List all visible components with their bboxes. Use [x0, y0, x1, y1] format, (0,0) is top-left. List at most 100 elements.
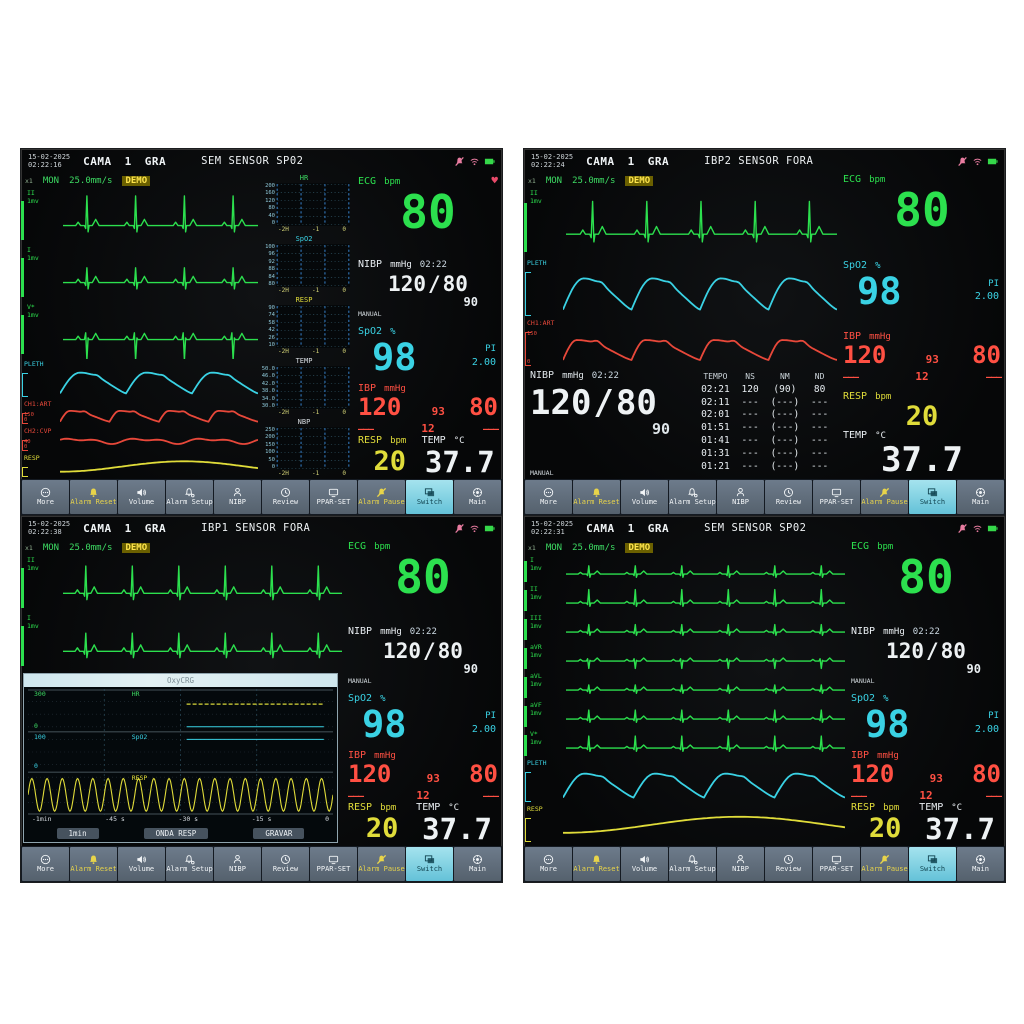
- toolbar-button-more[interactable]: More: [525, 480, 572, 514]
- nibp-numeric-block[interactable]: NIBP mmHg 02:22 120/80 90 MANUAL: [524, 368, 698, 479]
- ecg-wave-row: aVR 1mv: [524, 642, 845, 671]
- toolbar-button-alarm-pause[interactable]: Alarm Pause: [358, 480, 405, 514]
- switch-icon: [927, 854, 938, 865]
- toolbar-button-nibp[interactable]: NIBP: [717, 847, 764, 881]
- toolbar-button-review[interactable]: Review: [262, 847, 309, 881]
- toolbar-button-switch[interactable]: Switch: [406, 480, 453, 514]
- toolbar-button-main[interactable]: Main: [957, 847, 1004, 881]
- toolbar-button-more[interactable]: More: [22, 847, 69, 881]
- resp-numeric-block[interactable]: RESP bpm 20: [843, 391, 1001, 430]
- pleth-waveform: [563, 772, 845, 799]
- toolbar-button-volume[interactable]: Volume: [118, 847, 165, 881]
- resp-temp-block[interactable]: RESP bpm TEMP °C 20 37.7: [851, 802, 1001, 844]
- alarm-setup-icon: [184, 487, 195, 498]
- ecg-numeric-block[interactable]: ECG bpm 80: [843, 174, 1001, 260]
- toolbar-button-alarm-pause[interactable]: Alarm Pause: [861, 480, 908, 514]
- datetime: 15-02-2025 02:22:24: [531, 153, 573, 170]
- trend-chart-nbp: NBP 250 200 150 100 50 0 -2H -1 0: [258, 418, 350, 479]
- oxycrg-record-button[interactable]: GRAVAR: [253, 828, 305, 839]
- alarm-setup-icon: [184, 854, 195, 865]
- alarm-off-icon: [957, 523, 968, 534]
- toolbar-button-more[interactable]: More: [22, 480, 69, 514]
- ecg-numeric-block[interactable]: ECG bpm ♥ 80: [358, 174, 498, 239]
- toolbar-button-volume[interactable]: Volume: [621, 480, 668, 514]
- more-icon: [40, 854, 51, 865]
- header-icons: [454, 523, 495, 534]
- toolbar-button-label: Switch: [919, 865, 946, 874]
- ibp-sys: 120: [348, 760, 392, 788]
- toolbar-button-alarm-setup[interactable]: Alarm Setup: [669, 847, 716, 881]
- monitor-panel-2: 15-02-2025 02:22:24 CAMA 1 GRA IBP2 SENS…: [523, 148, 1006, 516]
- toolbar-button-main[interactable]: Main: [454, 847, 501, 881]
- demo-badge: DEMO: [625, 175, 654, 186]
- pi-block: PI 2.00: [471, 710, 496, 735]
- ibp-numeric-block[interactable]: IBP mmHg 120 93 80 ——— 12 ———: [843, 331, 1002, 384]
- toolbar-button-review[interactable]: Review: [765, 480, 812, 514]
- toolbar-button-switch[interactable]: Switch: [909, 847, 956, 881]
- toolbar-button-label: PPAR-SET: [316, 865, 351, 874]
- volume-icon: [136, 487, 147, 498]
- spo2-numeric-block[interactable]: SpO2% 98 PI 2.00: [843, 260, 999, 314]
- toolbar-button-ppar-set[interactable]: PPAR-SET: [310, 480, 357, 514]
- oxycrg-interval-button[interactable]: 1min: [56, 828, 99, 839]
- resp-value: 20: [905, 401, 939, 432]
- spo2-numeric-block[interactable]: SpO2% 98 PI 2.00: [358, 325, 496, 379]
- resp-temp-block[interactable]: RESP bpm TEMP °C 20 37.7: [348, 802, 498, 844]
- resp-waveform: [60, 460, 258, 473]
- toolbar-button-main[interactable]: Main: [454, 480, 501, 514]
- oxycrg-wave-select-button[interactable]: ONDA RESP: [143, 828, 209, 839]
- oxycrg-title: OxyCRG: [24, 674, 337, 687]
- spo2-numeric-block[interactable]: SpO2% 98 PI 2.00: [851, 692, 999, 746]
- spo2-numeric-block[interactable]: SpO2% 98 PI 2.00: [348, 692, 496, 746]
- nibp-numeric-block[interactable]: NIBP mmHg 02:22 120/80 90 MANUAL: [348, 626, 498, 693]
- volume-icon: [639, 854, 650, 865]
- nibp-value: 120/80: [388, 272, 468, 297]
- hr-value: 80: [395, 550, 451, 604]
- ibp-numeric-block[interactable]: IBP mmHg 120 93 80 ——— 12 ———: [358, 383, 499, 435]
- nibp-icon: [735, 854, 746, 865]
- main-icon: [975, 487, 986, 498]
- nibp-numeric-block[interactable]: NIBP mmHg 02:22 120/80 90 MANUAL: [358, 259, 498, 326]
- ecg-numeric-block[interactable]: ECG bpm 80: [851, 541, 1001, 626]
- temp-numeric-block[interactable]: TEMP °C 37.7: [843, 430, 1001, 477]
- datetime: 15-02-2025 02:22:16: [28, 153, 70, 170]
- toolbar-button-alarm-reset[interactable]: Alarm Reset: [70, 480, 117, 514]
- toolbar-button-alarm-setup[interactable]: Alarm Setup: [166, 847, 213, 881]
- ibp-numeric-block[interactable]: IBP mmHg 120 93 80 ——— 12 ———: [348, 750, 499, 802]
- toolbar-button-alarm-pause[interactable]: Alarm Pause: [861, 847, 908, 881]
- toolbar-button-alarm-reset[interactable]: Alarm Reset: [70, 847, 117, 881]
- toolbar: More Alarm Reset Volume Alarm Setup NIBP Revi…: [524, 479, 1005, 515]
- toolbar-button-volume[interactable]: Volume: [118, 480, 165, 514]
- resp-temp-block[interactable]: RESP bpm TEMP °C 20 37.7: [358, 435, 498, 477]
- ecg-waveform: [63, 632, 342, 659]
- toolbar-button-nibp[interactable]: NIBP: [214, 847, 261, 881]
- nibp-mode: MANUAL: [851, 677, 875, 686]
- toolbar-button-nibp[interactable]: NIBP: [717, 480, 764, 514]
- toolbar-button-alarm-reset[interactable]: Alarm Reset: [573, 480, 620, 514]
- status-message: IBP1 SENSOR FORA: [201, 522, 311, 534]
- toolbar-button-ppar-set[interactable]: PPAR-SET: [813, 847, 860, 881]
- toolbar-button-ppar-set[interactable]: PPAR-SET: [310, 847, 357, 881]
- toolbar-button-ppar-set[interactable]: PPAR-SET: [813, 480, 860, 514]
- nibp-numeric-block[interactable]: NIBP mmHg 02:22 120/80 90 MANUAL: [851, 626, 1001, 693]
- toolbar-button-review[interactable]: Review: [262, 480, 309, 514]
- toolbar-button-switch[interactable]: Switch: [406, 847, 453, 881]
- toolbar-button-nibp[interactable]: NIBP: [214, 480, 261, 514]
- ecg-wave-row: I 1mv: [21, 613, 342, 671]
- toolbar-button-alarm-setup[interactable]: Alarm Setup: [166, 480, 213, 514]
- toolbar-button-switch[interactable]: Switch: [909, 480, 956, 514]
- toolbar-button-label: Alarm Reset: [573, 498, 620, 507]
- ecg-numeric-block[interactable]: ECG bpm 80: [348, 541, 498, 626]
- toolbar-button-review[interactable]: Review: [765, 847, 812, 881]
- status-message: SEM SENSOR SP02: [201, 155, 304, 167]
- sweep-speed-label: 25.0mm/s: [69, 175, 113, 186]
- toolbar-button-more[interactable]: More: [525, 847, 572, 881]
- toolbar-button-alarm-reset[interactable]: Alarm Reset: [573, 847, 620, 881]
- toolbar-button-alarm-setup[interactable]: Alarm Setup: [669, 480, 716, 514]
- toolbar-button-alarm-pause[interactable]: Alarm Pause: [358, 847, 405, 881]
- time: 02:22:24: [531, 161, 565, 169]
- bed-number: 1: [124, 154, 132, 168]
- ibp-numeric-block[interactable]: IBP mmHg 120 93 80 ——— 12 ———: [851, 750, 1002, 802]
- toolbar-button-main[interactable]: Main: [957, 480, 1004, 514]
- toolbar-button-volume[interactable]: Volume: [621, 847, 668, 881]
